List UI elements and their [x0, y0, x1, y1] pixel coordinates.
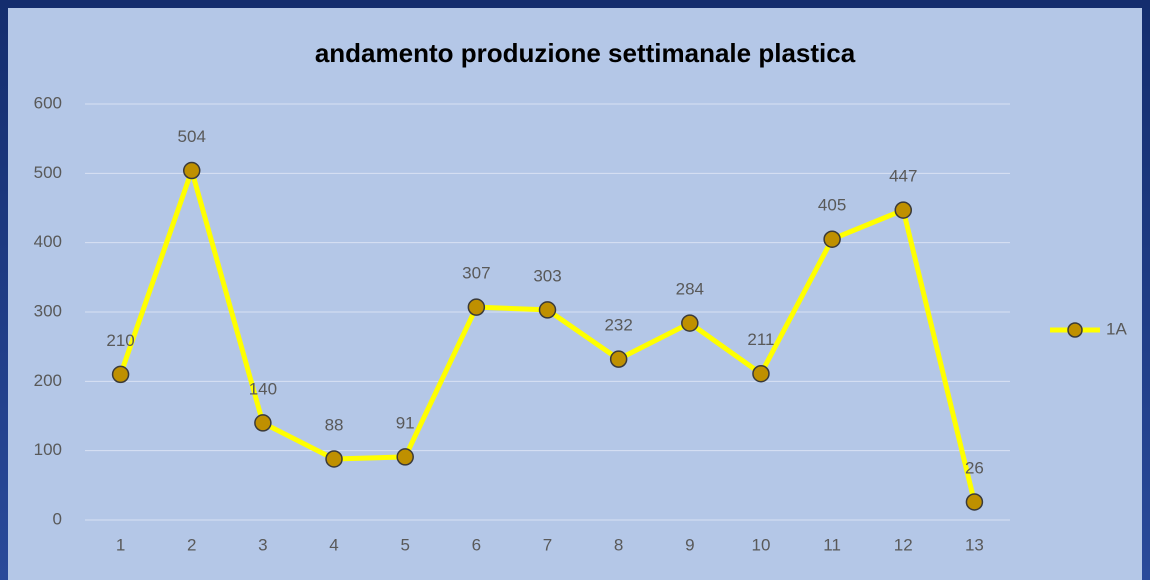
y-tick-label: 300	[34, 301, 62, 320]
data-label: 303	[533, 266, 561, 285]
marker	[681, 314, 699, 332]
y-tick-label: 200	[34, 371, 62, 390]
x-tick-label: 2	[187, 535, 196, 554]
data-label: 447	[889, 167, 917, 186]
data-label: 210	[106, 331, 134, 350]
marker	[182, 161, 201, 180]
chart-area	[8, 8, 1142, 580]
y-tick-label: 600	[34, 93, 62, 112]
y-tick-label: 500	[34, 163, 62, 182]
data-label: 88	[325, 415, 344, 434]
marker	[538, 301, 557, 319]
marker	[254, 414, 272, 432]
marker	[894, 201, 913, 219]
data-label: 26	[965, 458, 984, 477]
marker	[609, 350, 628, 368]
data-label: 405	[818, 196, 846, 215]
marker	[752, 364, 770, 383]
x-tick-label: 10	[752, 535, 771, 554]
legend-marker	[1067, 322, 1083, 338]
data-label: 91	[396, 413, 415, 432]
marker	[111, 365, 130, 384]
marker	[467, 298, 486, 316]
chart-title: andamento produzione settimanale plastic…	[315, 38, 856, 68]
x-tick-label: 11	[823, 535, 841, 554]
marker	[396, 448, 414, 466]
x-tick-label: 1	[116, 535, 125, 554]
marker	[965, 493, 984, 511]
x-tick-label: 9	[685, 535, 694, 554]
data-label: 504	[178, 127, 206, 146]
x-tick-label: 4	[329, 535, 338, 554]
x-tick-label: 7	[543, 535, 552, 554]
x-tick-label: 8	[614, 535, 623, 554]
data-label: 140	[249, 379, 277, 398]
x-tick-label: 5	[400, 535, 409, 554]
x-tick-label: 12	[894, 535, 913, 554]
x-tick-label: 13	[965, 535, 984, 554]
data-label: 211	[747, 330, 774, 349]
y-tick-label: 400	[34, 232, 62, 251]
marker	[823, 230, 841, 248]
x-tick-label: 3	[258, 535, 267, 554]
y-tick-label: 100	[34, 440, 62, 459]
data-label: 232	[604, 316, 632, 335]
y-tick-label: 0	[53, 509, 62, 528]
data-label: 307	[462, 264, 490, 283]
legend-label: 1A	[1106, 319, 1127, 338]
data-label: 284	[676, 280, 704, 299]
x-tick-label: 6	[472, 535, 481, 554]
marker	[325, 450, 343, 468]
